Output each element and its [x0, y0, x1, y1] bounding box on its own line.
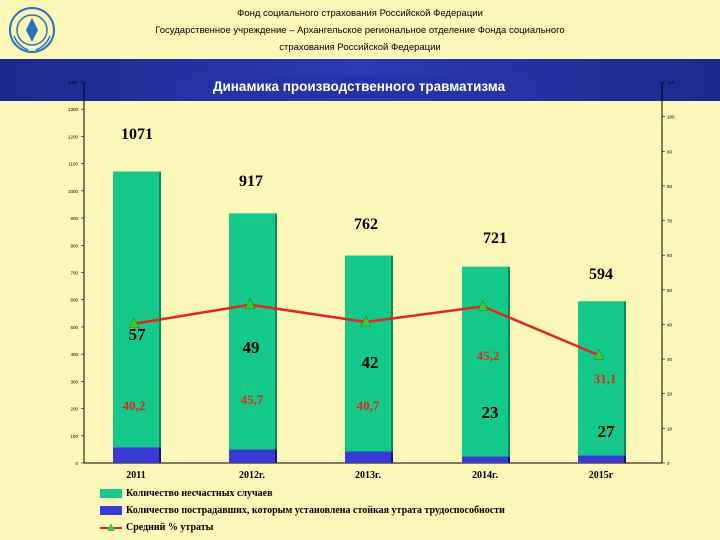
victims-bar [578, 455, 624, 463]
avg-loss-data-label: 40,2 [123, 398, 146, 413]
accidents-data-label: 594 [589, 266, 613, 283]
accidents-bar [229, 213, 275, 463]
y-left-tick-label: 1000 [68, 189, 79, 194]
org-line-2: Государственное учреждение – Архангельск… [155, 25, 565, 36]
y-left-tick-label: 600 [70, 298, 78, 303]
victims-data-label: 27 [598, 422, 616, 441]
victims-bar [345, 451, 391, 463]
y-left-tick-label: 1100 [68, 162, 78, 167]
victims-data-label: 49 [243, 338, 260, 357]
accidents-bar [462, 266, 508, 463]
y-left-tick-label: 500 [70, 325, 78, 330]
legend-item-victims: Количество пострадавших, которым установ… [100, 502, 505, 519]
y-left-tick-label: 100 [70, 434, 78, 439]
victims-data-label: 42 [362, 353, 379, 372]
y-right-tick-label: 60 [667, 253, 673, 258]
y-left-tick-label: 900 [70, 216, 78, 221]
y-right-tick-label: 0 [667, 461, 670, 466]
accidents-data-label: 1071 [121, 126, 153, 143]
victims-data-label: 57 [129, 325, 147, 344]
accidents-data-label: 721 [483, 230, 507, 247]
avg-loss-point [244, 298, 256, 310]
x-tick-label: 2014г. [472, 470, 498, 481]
x-tick-label: 2011 [126, 470, 145, 481]
y-right-tick-label: 70 [667, 219, 673, 224]
org-line-1: Фонд социального страхования Российской … [237, 8, 483, 19]
avg-loss-point [477, 299, 489, 311]
header: Фонд социального страхования Российской … [0, 0, 720, 58]
accidents-bar [113, 171, 159, 463]
y-right-tick-label: 20 [667, 392, 673, 397]
legend: Количество несчастных случаев Количество… [100, 485, 505, 536]
y-left-tick-label: 200 [70, 407, 78, 412]
legend-label-victims: Количество пострадавших, которым установ… [126, 505, 505, 516]
victims-bar [462, 456, 508, 463]
legend-label-avg-loss: Средний % утраты [126, 522, 214, 533]
fss-logo-icon [9, 7, 55, 53]
chart-title: Динамика производственного травматизма [177, 76, 541, 98]
victims-data-label: 23 [482, 403, 499, 422]
legend-swatch-avg-loss [100, 523, 122, 532]
accidents-data-label: 917 [239, 173, 263, 190]
y-left-tick-label: 400 [70, 352, 78, 357]
avg-loss-data-label: 31,1 [594, 371, 617, 386]
y-right-tick-label: 90 [667, 149, 673, 154]
avg-loss-point [593, 348, 605, 360]
accidents-bar [345, 255, 391, 463]
y-left-tick-label: 800 [70, 243, 78, 248]
avg-loss-data-label: 45,7 [241, 392, 264, 407]
organization-name: Фонд социального страхования Российской … [80, 5, 640, 56]
x-tick-label: 2013г. [355, 470, 381, 481]
avg-loss-point [360, 315, 372, 327]
accidents-data-label: 762 [354, 216, 378, 233]
victims-bar [113, 447, 159, 463]
avg-loss-point [128, 317, 140, 329]
y-right-tick-label: 110 [667, 80, 675, 85]
avg-loss-data-label: 45,2 [477, 348, 500, 363]
avg-loss-data-label: 40,7 [357, 398, 380, 413]
legend-swatch-victims [100, 506, 122, 515]
legend-item-accidents: Количество несчастных случаев [100, 485, 505, 502]
y-right-tick-label: 10 [667, 426, 673, 431]
y-left-tick-label: 700 [70, 271, 78, 276]
y-right-tick-label: 80 [667, 184, 673, 189]
x-tick-label: 2012г. [239, 470, 265, 481]
y-right-tick-label: 40 [667, 322, 673, 327]
legend-label-accidents: Количество несчастных случаев [126, 488, 273, 499]
y-left-tick-label: 1400 [68, 80, 79, 85]
victims-bar [229, 449, 275, 463]
y-right-tick-label: 100 [667, 115, 675, 120]
y-left-tick-label: 1200 [68, 134, 79, 139]
y-right-tick-label: 50 [667, 288, 673, 293]
accidents-bar [578, 301, 624, 463]
y-right-tick-label: 30 [667, 357, 673, 362]
legend-swatch-accidents [100, 489, 122, 498]
y-left-tick-label: 300 [70, 379, 78, 384]
y-left-tick-label: 0 [75, 461, 78, 466]
org-line-3: страхования Российской Федерации [279, 42, 441, 53]
x-tick-label: 2015г [589, 470, 614, 481]
legend-item-avg-loss: Средний % утраты [100, 519, 505, 536]
y-left-tick-label: 1300 [68, 107, 79, 112]
